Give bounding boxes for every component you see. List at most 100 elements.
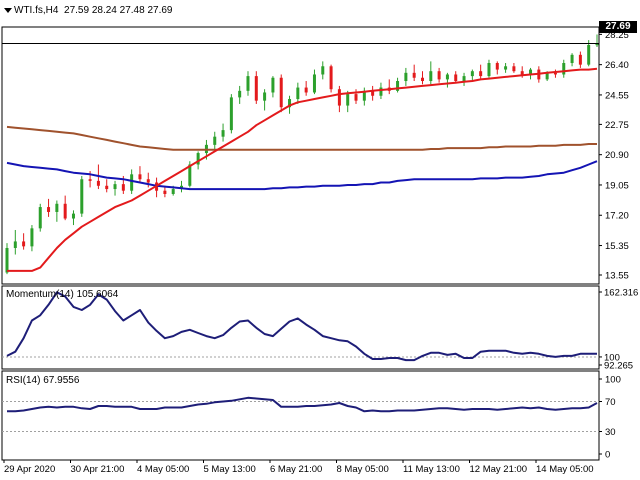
- candle-body[interactable]: [321, 66, 325, 75]
- candle-body[interactable]: [63, 203, 67, 219]
- candle-body[interactable]: [279, 77, 283, 108]
- candle-body[interactable]: [171, 189, 175, 194]
- candle-body[interactable]: [545, 72, 549, 80]
- candle-body[interactable]: [130, 174, 134, 191]
- candle-body[interactable]: [429, 71, 433, 82]
- open-value: 27.59: [64, 5, 90, 16]
- candle-body[interactable]: [362, 90, 366, 101]
- candle-body[interactable]: [487, 63, 491, 77]
- candle-body[interactable]: [479, 71, 483, 77]
- candle-body[interactable]: [246, 76, 250, 91]
- candle-body[interactable]: [163, 190, 167, 194]
- candle-body[interactable]: [146, 179, 150, 183]
- candle-body[interactable]: [288, 99, 292, 108]
- candle-body[interactable]: [495, 63, 499, 70]
- candle-body[interactable]: [254, 76, 258, 101]
- candle-body[interactable]: [22, 241, 26, 247]
- candle-body[interactable]: [404, 72, 408, 82]
- candle-body[interactable]: [71, 213, 75, 219]
- candle-body[interactable]: [80, 179, 84, 214]
- time-tick-label: 11 May 13:00: [403, 464, 460, 475]
- candle-body[interactable]: [595, 43, 599, 46]
- candle-body[interactable]: [55, 203, 59, 212]
- candle-body[interactable]: [13, 241, 17, 248]
- candle-body[interactable]: [445, 74, 449, 80]
- candle-body[interactable]: [412, 72, 416, 78]
- ma-mid-line: [6, 125, 597, 151]
- candle-body[interactable]: [354, 94, 358, 101]
- candle-body[interactable]: [221, 130, 225, 137]
- time-tick-label: 14 May 05:00: [536, 464, 594, 475]
- ma-fast-line: [7, 67, 598, 272]
- rsi-panel[interactable]: [2, 396, 599, 432]
- price-tick-label: 13.55: [605, 270, 629, 281]
- price-tick-label: 28.25: [605, 30, 629, 41]
- momentum-tick-label: 100: [604, 352, 620, 363]
- candle-body[interactable]: [587, 45, 591, 65]
- candle-body[interactable]: [520, 71, 524, 75]
- candle-body[interactable]: [470, 71, 474, 77]
- rsi-header: RSI(14) 67.9556: [6, 375, 79, 387]
- rsi-value: 67.9556: [43, 375, 80, 386]
- time-tick-label: 5 May 13:00: [204, 464, 256, 475]
- candle-body[interactable]: [229, 97, 233, 131]
- rsi-line: [7, 396, 598, 413]
- candle-body[interactable]: [96, 180, 100, 186]
- candle-body[interactable]: [420, 77, 424, 82]
- price-tick-label: 19.05: [605, 180, 629, 191]
- candle-body[interactable]: [504, 66, 508, 70]
- rsi-tick-label: 0: [605, 450, 610, 461]
- candle-body[interactable]: [188, 164, 192, 186]
- price-tick-label: 26.40: [605, 60, 629, 71]
- candle-body[interactable]: [105, 185, 109, 190]
- candle-body[interactable]: [578, 54, 582, 65]
- candle-body[interactable]: [337, 89, 341, 106]
- candle-body[interactable]: [138, 174, 142, 180]
- price-tick-label: 15.35: [605, 241, 629, 252]
- candle-body[interactable]: [396, 81, 400, 91]
- candle-body[interactable]: [196, 153, 200, 165]
- price-panel[interactable]: [2, 34, 599, 275]
- candle-body[interactable]: [437, 71, 441, 80]
- price-panel-frame: [1, 26, 600, 285]
- candle-body[interactable]: [263, 92, 267, 101]
- candle-body[interactable]: [379, 87, 383, 96]
- candle-body[interactable]: [238, 90, 242, 98]
- candle-body[interactable]: [304, 87, 308, 93]
- momentum-panel[interactable]: [2, 291, 599, 362]
- candle-body[interactable]: [47, 207, 51, 212]
- candle-body[interactable]: [553, 72, 557, 75]
- candle-body[interactable]: [312, 74, 316, 93]
- rsi-tick-label: 30: [605, 427, 616, 438]
- high-value: 28.24: [91, 5, 117, 16]
- panel-frames: [1, 26, 600, 461]
- low-value: 27.48: [119, 5, 145, 16]
- candle-body[interactable]: [570, 54, 574, 64]
- candle-body[interactable]: [5, 247, 9, 273]
- candle-body[interactable]: [371, 90, 375, 96]
- candle-body[interactable]: [271, 77, 275, 93]
- momentum-line: [6, 291, 597, 362]
- price-panel-header: WTI.fs,H4 27.59 28.24 27.48 27.69: [14, 5, 172, 17]
- time-tick-label: 29 Apr 2020: [4, 464, 55, 475]
- candle-body[interactable]: [512, 66, 516, 72]
- time-tick-label: 4 May 05:00: [137, 464, 189, 475]
- candle-body[interactable]: [213, 136, 217, 145]
- candle-body[interactable]: [462, 76, 466, 82]
- candle-body[interactable]: [88, 179, 92, 181]
- candle-body[interactable]: [562, 63, 566, 75]
- candle-body[interactable]: [329, 66, 333, 90]
- candle-body[interactable]: [121, 184, 125, 191]
- rsi-tick-label: 100: [605, 375, 621, 386]
- candle-body[interactable]: [113, 184, 117, 190]
- candle-body[interactable]: [454, 74, 458, 82]
- candle-body[interactable]: [296, 87, 300, 100]
- candle-body[interactable]: [38, 207, 42, 229]
- candle-body[interactable]: [30, 228, 34, 247]
- current-price-label: 27.69: [599, 21, 637, 33]
- collapse-triangle-icon[interactable]: [4, 8, 12, 13]
- price-tick-label: 20.90: [605, 150, 629, 161]
- candle-body[interactable]: [346, 94, 350, 106]
- candle-body[interactable]: [529, 69, 533, 75]
